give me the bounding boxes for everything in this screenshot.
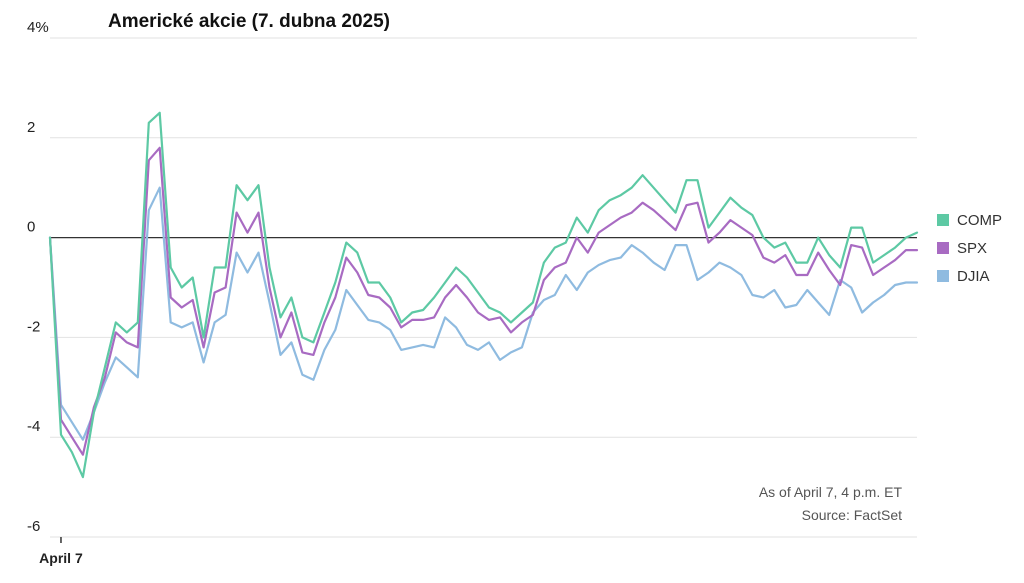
series-line-spx bbox=[48, 146, 919, 456]
y-tick-label: 4% bbox=[27, 19, 49, 36]
y-tick-labels: 4% 2 0 -2 -4 -6 bbox=[27, 19, 49, 535]
y-tick-label: -2 bbox=[27, 318, 40, 335]
y-tick-label: 2 bbox=[27, 119, 35, 136]
legend: COMP SPX DJIA bbox=[937, 212, 1002, 285]
chart-title: Americké akcie (7. dubna 2025) bbox=[108, 11, 390, 32]
series-line-comp bbox=[48, 111, 919, 479]
x-tick-label: April 7 bbox=[39, 550, 83, 566]
gridlines bbox=[50, 37, 917, 538]
as-of-note: As of April 7, 4 p.m. ET bbox=[759, 484, 903, 500]
y-tick-label: -6 bbox=[27, 518, 40, 535]
series-lines bbox=[48, 111, 919, 479]
legend-swatch-spx bbox=[937, 242, 949, 254]
legend-swatch-comp bbox=[937, 214, 949, 226]
series-line-djia bbox=[48, 186, 919, 441]
source-note: Source: FactSet bbox=[802, 507, 902, 523]
legend-swatch-djia bbox=[937, 270, 949, 282]
legend-label-comp: COMP bbox=[957, 212, 1002, 229]
y-tick-label: -4 bbox=[27, 418, 40, 435]
x-axis: April 7 bbox=[39, 537, 83, 566]
legend-label-spx: SPX bbox=[957, 240, 987, 257]
y-tick-label: 0 bbox=[27, 219, 35, 236]
legend-label-djia: DJIA bbox=[957, 268, 990, 285]
